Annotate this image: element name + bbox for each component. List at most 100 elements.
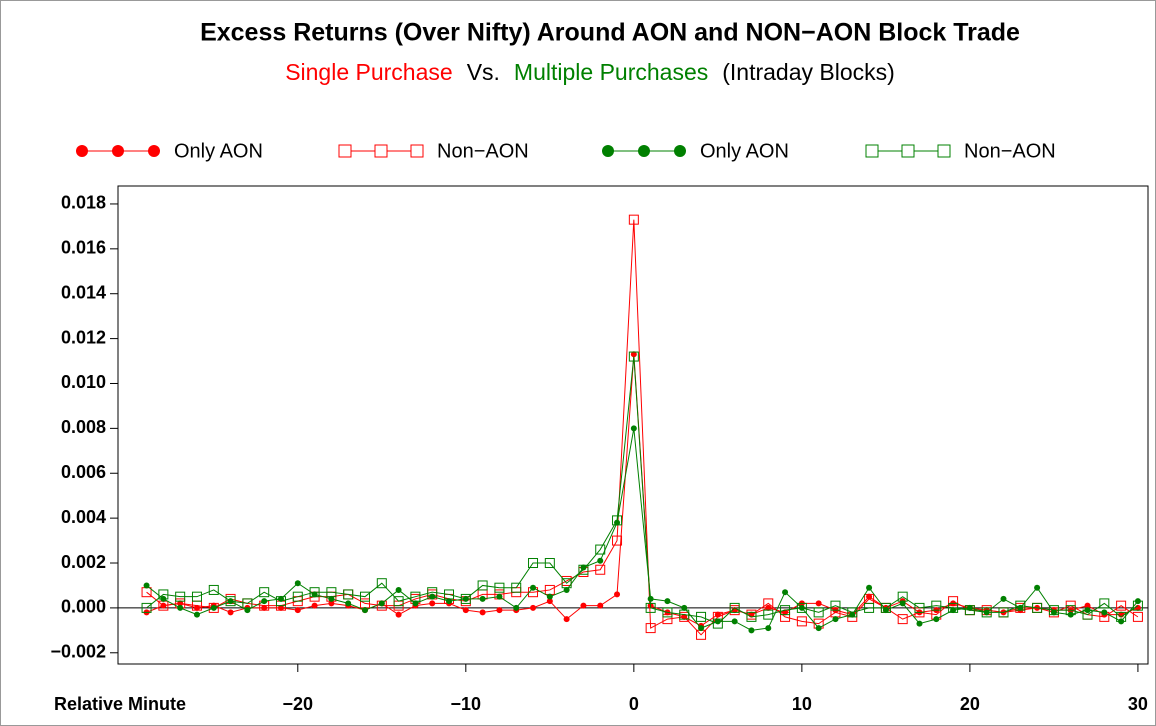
plot-frame [117,185,1149,665]
point [897,614,908,625]
point [292,591,303,602]
point [328,600,335,607]
point [950,607,957,614]
point [662,607,673,618]
point [696,611,707,622]
point [1116,611,1127,622]
legend-item: Only AON [76,140,263,162]
point [530,604,537,611]
point [376,578,387,589]
point [796,616,807,627]
point [916,620,923,627]
series-line [146,428,1139,631]
point [1065,605,1076,616]
y-tick-label: 0.010 [61,372,106,392]
point [765,625,772,632]
point [395,611,402,618]
point [277,604,284,611]
point [345,600,352,607]
legend-label: Only AON [174,140,263,162]
legend-label: Non−AON [964,140,1056,162]
y-tick-label: 0.018 [61,193,106,213]
legend-label: Non−AON [437,140,529,162]
point [614,591,621,598]
point [815,625,822,632]
point [882,607,889,614]
point [597,557,604,564]
point [275,596,286,607]
point [630,425,637,432]
legend-item: Non−AON [865,140,1056,162]
y-tick-label: 0.000 [61,597,106,617]
point [746,611,757,622]
legend-marker [638,145,650,157]
point [948,602,959,613]
point [1132,600,1143,611]
point [242,598,253,609]
point [225,596,236,607]
y-tick-label: −0.002 [50,642,106,662]
point [546,593,553,600]
legend-marker [865,144,879,158]
point [1032,602,1043,613]
series-line [146,219,1139,636]
legend-marker [374,144,388,158]
point [849,611,856,618]
point [309,587,320,598]
y-tick-label: 0.008 [61,417,106,437]
point [847,607,858,618]
legend-marker [410,144,424,158]
point [780,611,791,622]
legend-marker [76,145,88,157]
point [914,602,925,613]
legend-item: Non−AON [338,140,529,162]
legend-marker [148,145,160,157]
point [981,607,992,618]
point [513,604,520,611]
subtitle-part: Multiple Purchases [514,59,708,85]
point [966,604,973,611]
point [494,582,505,593]
point [880,602,891,613]
point [410,591,421,602]
x-tick-label: 20 [960,694,980,714]
point [1116,600,1127,611]
point [546,598,553,605]
chart-subtitle: Single Purchase Vs. Multiple Purchases (Int… [285,59,895,85]
point [1099,598,1110,609]
point [662,614,673,625]
point [612,535,623,546]
point [141,602,152,613]
point [664,598,671,605]
subtitle-part: Vs. [467,59,500,85]
legend-marker [674,145,686,157]
point [143,582,150,589]
point [1048,605,1059,616]
point [175,591,186,602]
point [931,600,942,611]
x-axis-label: Relative Minute [54,694,186,714]
point [578,564,589,575]
point [866,593,873,600]
point [193,611,200,618]
point [477,580,488,591]
point [628,214,639,225]
point [681,604,688,611]
y-tick-label: 0.004 [61,507,106,527]
point [597,602,604,609]
point [998,607,1009,618]
point [561,578,572,589]
point [595,564,606,575]
point [964,605,975,616]
point [647,595,654,602]
point [782,589,789,596]
point [580,564,587,571]
point [748,627,755,634]
legend-label: Only AON [700,140,789,162]
point [1050,609,1057,616]
point [444,589,455,600]
point [813,607,824,618]
point [496,607,503,614]
point [948,596,959,607]
